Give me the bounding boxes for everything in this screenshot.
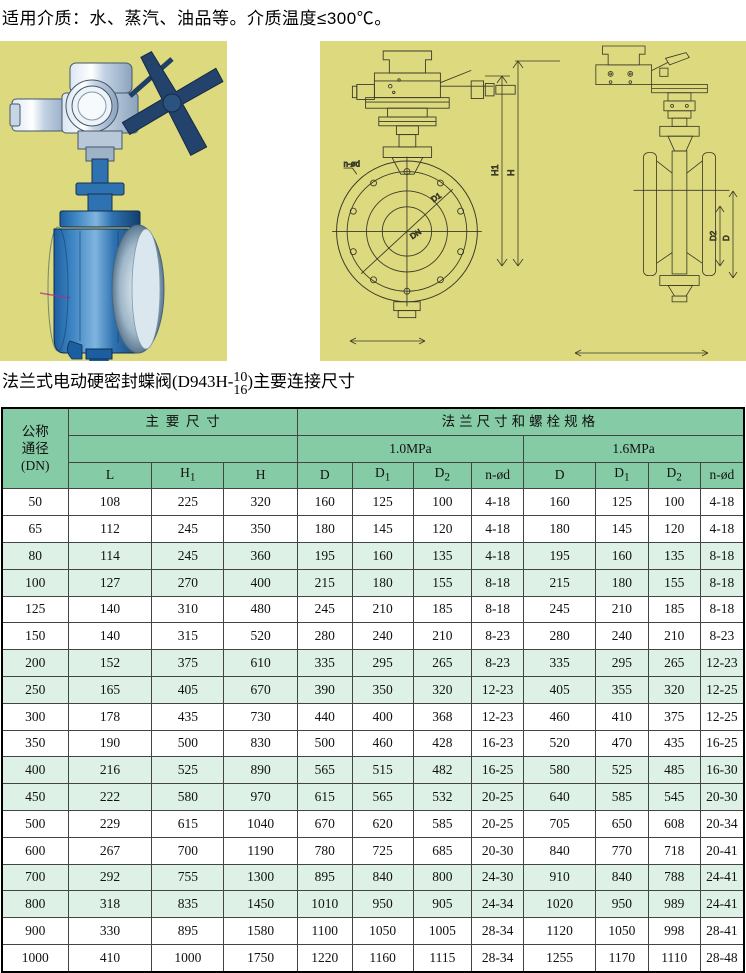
svg-text:D: D xyxy=(722,235,731,241)
svg-text:n-ød: n-ød xyxy=(344,159,360,168)
svg-text:H1: H1 xyxy=(490,164,500,176)
svg-text:H: H xyxy=(506,170,516,177)
svg-text:D1: D1 xyxy=(430,191,444,204)
svg-text:DN: DN xyxy=(408,227,423,241)
svg-text:D2: D2 xyxy=(709,230,718,241)
